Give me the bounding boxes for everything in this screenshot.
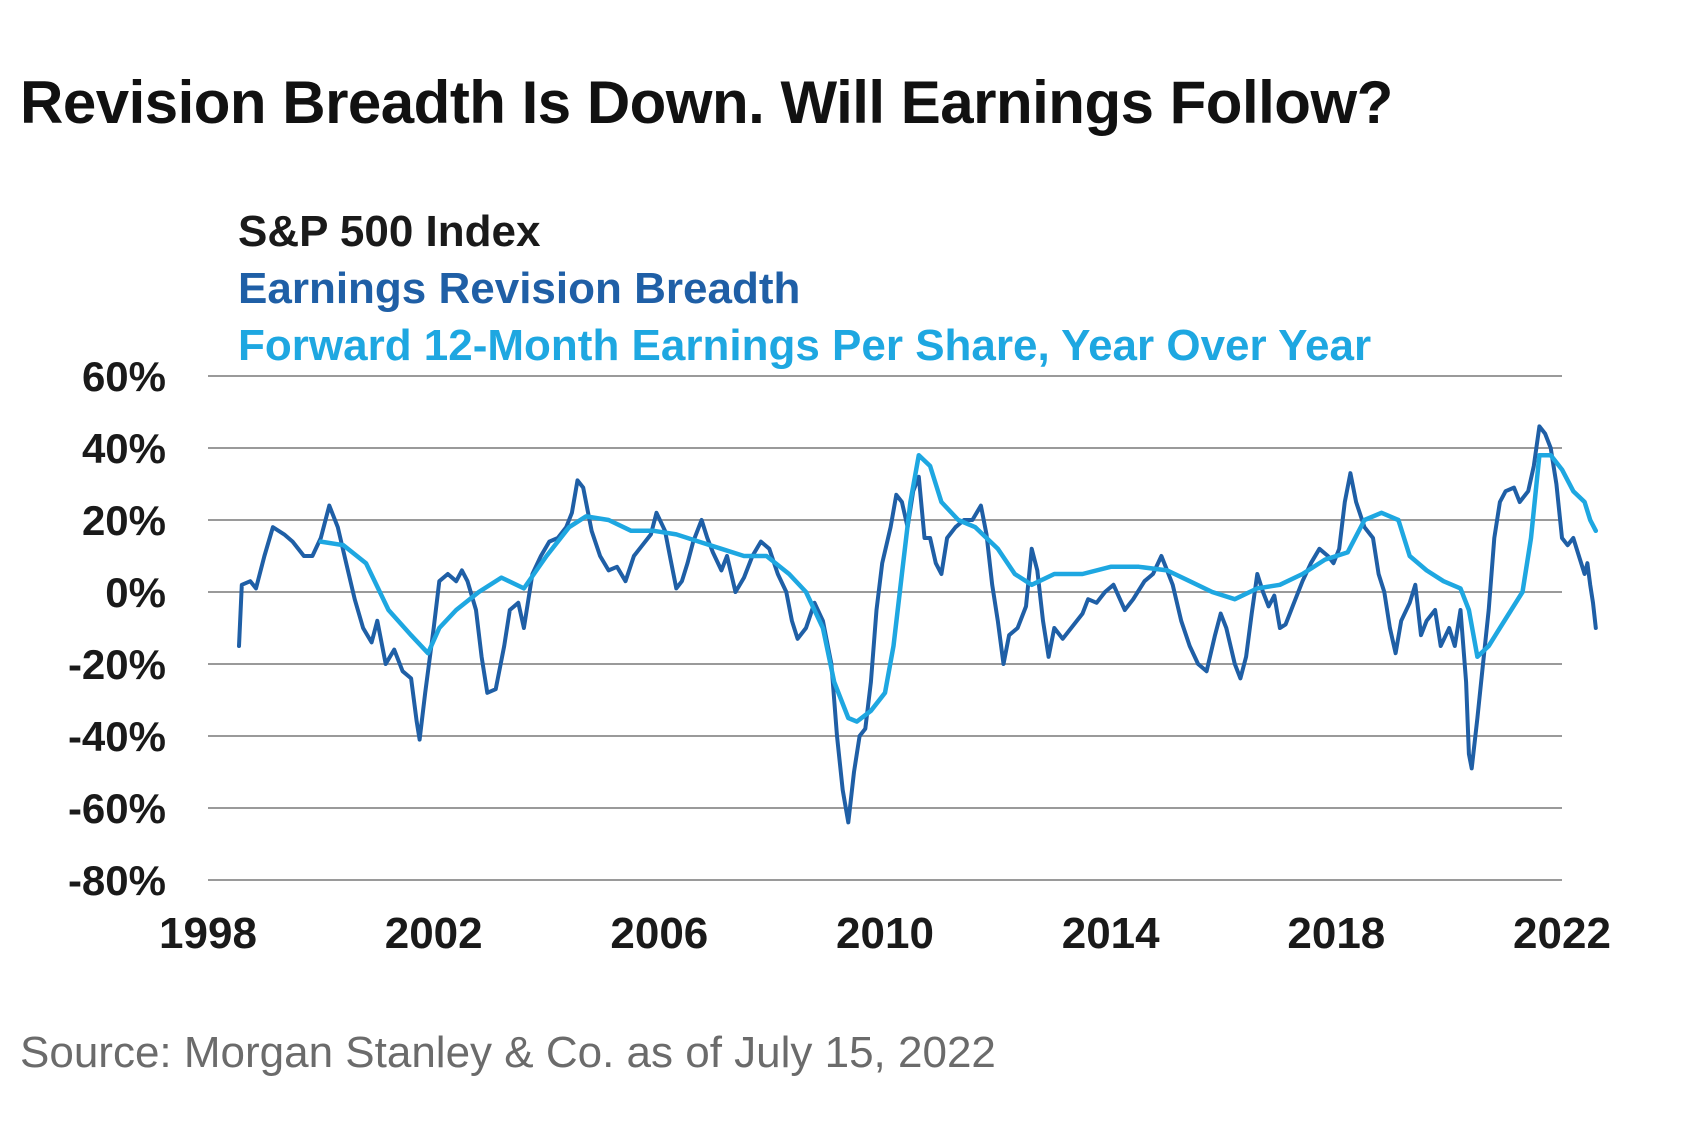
chart-legend: S&P 500 Index Earnings Revision Breadth Fo…: [238, 207, 1371, 370]
page-title: Revision Breadth Is Down. Will Earnings …: [20, 69, 1393, 136]
series-line-revision-breadth: [237, 424, 1598, 825]
x-tick-label: 2018: [1287, 909, 1385, 958]
x-tick-label: 2010: [836, 909, 934, 958]
series-line-forward-eps: [318, 452, 1599, 724]
source-note: Source: Morgan Stanley & Co. as of July …: [20, 1028, 996, 1077]
legend-entry: S&P 500 Index: [238, 207, 541, 256]
legend-entry: Earnings Revision Breadth: [238, 264, 800, 313]
y-axis-ticks: 60% 40% 20% 0% -20% -40% -60% -80%: [68, 353, 166, 904]
y-tick-label: -40%: [68, 713, 166, 760]
y-tick-label: -80%: [68, 857, 166, 904]
y-tick-label: -20%: [68, 641, 166, 688]
y-tick-label: 0%: [105, 569, 166, 616]
y-tick-label: 40%: [82, 425, 166, 472]
x-tick-label: 2022: [1513, 909, 1611, 958]
y-tick-label: 20%: [82, 497, 166, 544]
x-tick-label: 2002: [385, 909, 483, 958]
x-axis-ticks: 1998 2002 2006 2010 2014 2018 2022: [159, 909, 1611, 958]
x-tick-label: 2006: [610, 909, 708, 958]
x-tick-label: 2014: [1062, 909, 1160, 958]
x-tick-label: 1998: [159, 909, 257, 958]
y-tick-label: -60%: [68, 785, 166, 832]
chart-series: [237, 424, 1599, 825]
chart-gridlines: [208, 375, 1562, 881]
legend-entry: Forward 12-Month Earnings Per Share, Yea…: [238, 321, 1371, 370]
y-tick-label: 60%: [82, 353, 166, 400]
